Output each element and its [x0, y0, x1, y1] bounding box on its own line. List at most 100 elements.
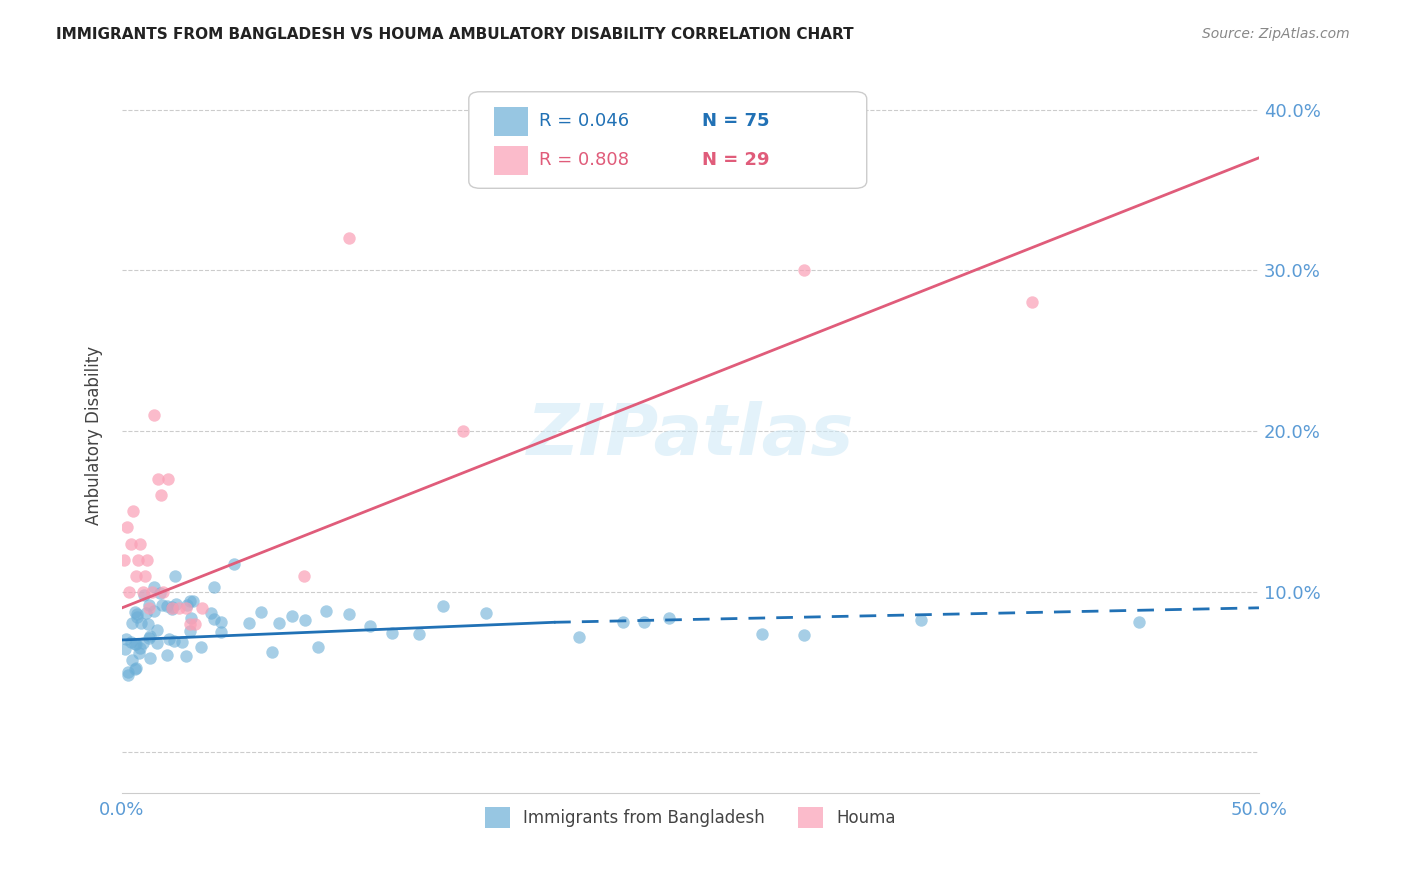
Point [474, 607, 496, 621]
Text: IMMIGRANTS FROM BANGLADESH VS HOUMA AMBULATORY DISABILITY CORRELATION CHART: IMMIGRANTS FROM BANGLADESH VS HOUMA AMBU… [56, 27, 853, 42]
Point [163, 633, 186, 648]
Point [143, 580, 166, 594]
Point [142, 604, 165, 618]
Point [114, 642, 136, 657]
Point [180, 611, 202, 625]
Point [200, 606, 222, 620]
Point [339, 231, 361, 245]
Point [179, 624, 201, 638]
Point [184, 616, 207, 631]
Point [125, 609, 148, 624]
Point [124, 605, 146, 619]
Point [115, 632, 138, 647]
Point [139, 629, 162, 643]
Point [294, 613, 316, 627]
Point [117, 667, 139, 681]
Point [149, 488, 172, 502]
Point [910, 613, 932, 627]
Point [315, 604, 337, 618]
Text: 50.0%: 50.0% [1230, 801, 1288, 819]
Point [117, 665, 139, 679]
Point [612, 615, 634, 630]
Point [190, 600, 212, 615]
Point [250, 605, 273, 619]
Point [157, 632, 180, 647]
Point [174, 600, 197, 615]
Point [142, 408, 165, 422]
Point [156, 472, 179, 486]
Point [134, 568, 156, 582]
Point [125, 637, 148, 651]
Point [209, 615, 232, 630]
Point [209, 624, 232, 639]
Point [170, 634, 193, 648]
Text: 0.0%: 0.0% [100, 801, 145, 819]
Point [124, 637, 146, 651]
Point [359, 619, 381, 633]
Point [134, 607, 156, 621]
Point [127, 552, 149, 566]
Bar [494, 145, 527, 175]
Text: Source: ZipAtlas.com: Source: ZipAtlas.com [1202, 27, 1350, 41]
Point [174, 649, 197, 664]
Point [793, 263, 815, 277]
Point [112, 552, 135, 566]
Point [150, 598, 173, 612]
FancyBboxPatch shape [468, 92, 866, 188]
Bar [494, 107, 527, 136]
Point [148, 472, 170, 486]
Point [131, 584, 153, 599]
Point [1021, 295, 1043, 310]
Point [152, 584, 174, 599]
Point [658, 610, 681, 624]
Point [138, 616, 160, 631]
Text: N = 75: N = 75 [702, 112, 769, 130]
Point [381, 626, 404, 640]
Point [156, 599, 179, 613]
Point [1128, 615, 1150, 629]
Y-axis label: Ambulatory Disability: Ambulatory Disability [86, 345, 103, 524]
Point [129, 616, 152, 631]
Point [121, 616, 143, 631]
Point [176, 599, 198, 613]
Point [120, 536, 142, 550]
Point [160, 601, 183, 615]
Point [269, 616, 291, 631]
Point [138, 631, 160, 645]
Point [179, 594, 201, 608]
Point [160, 600, 183, 615]
Text: N = 29: N = 29 [702, 151, 769, 169]
Point [136, 552, 159, 566]
Point [202, 612, 225, 626]
Point [238, 616, 260, 631]
Point [146, 636, 169, 650]
Point [125, 661, 148, 675]
Point [167, 600, 190, 615]
Legend: Immigrants from Bangladesh, Houma: Immigrants from Bangladesh, Houma [478, 801, 903, 834]
Point [281, 609, 304, 624]
Point [451, 424, 474, 438]
Point [165, 597, 187, 611]
Point [138, 600, 160, 615]
Point [125, 607, 148, 622]
Point [292, 568, 315, 582]
Point [160, 600, 183, 615]
Point [181, 594, 204, 608]
Point [129, 536, 152, 550]
Point [179, 616, 201, 631]
Point [141, 584, 163, 599]
Point [190, 640, 212, 655]
Point [307, 640, 329, 655]
Point [138, 599, 160, 613]
Point [139, 651, 162, 665]
Point [120, 634, 142, 648]
Point [124, 662, 146, 676]
Point [146, 624, 169, 638]
Point [129, 641, 152, 656]
Point [118, 584, 141, 599]
Point [132, 635, 155, 649]
Point [408, 627, 430, 641]
Point [202, 580, 225, 594]
Point [122, 504, 145, 518]
Point [751, 627, 773, 641]
